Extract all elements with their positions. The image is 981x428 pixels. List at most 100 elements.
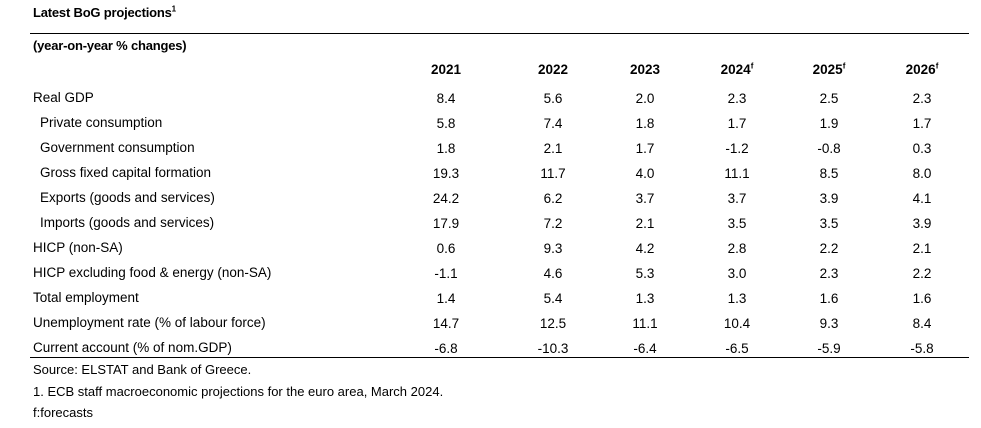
title-footnote-marker: 1: [171, 4, 176, 14]
table-cell: 8.4: [912, 316, 932, 331]
table-cell: 1.6: [819, 291, 839, 306]
table-cell: 2.8: [727, 241, 747, 256]
table-cell: 2.2: [912, 266, 932, 281]
row-label: Unemployment rate (% of labour force): [33, 315, 266, 330]
table-cell: 2.0: [635, 91, 655, 106]
table-cell: 9.3: [819, 316, 839, 331]
table-cell: -6.4: [633, 341, 657, 356]
table-cell: 7.2: [543, 216, 563, 231]
row-label: Current account (% of nom.GDP): [33, 340, 232, 355]
table-cell: 11.1: [632, 316, 658, 331]
table-cell: 6.2: [543, 191, 563, 206]
table-cell: 3.9: [912, 216, 932, 231]
table-cell: 11.7: [540, 166, 566, 181]
table-cell: -6.8: [434, 341, 458, 356]
table-cell: 2.2: [819, 241, 839, 256]
row-label: Imports (goods and services): [40, 215, 215, 230]
table-cell: 5.8: [436, 116, 456, 131]
table-cell: 4.6: [543, 266, 563, 281]
column-header-label: 2026: [905, 62, 936, 77]
table-cell: 2.3: [912, 91, 932, 106]
table-cell: -1.1: [434, 266, 458, 281]
row-label: HICP excluding food & energy (non-SA): [33, 265, 272, 280]
table-subtitle: (year-on-year % changes): [33, 38, 187, 53]
table-cell: 8.4: [436, 91, 456, 106]
table-cell: 17.9: [432, 216, 460, 231]
row-label: Government consumption: [40, 140, 195, 155]
table-cell: 8.5: [819, 166, 839, 181]
table-cell: 7.4: [543, 116, 563, 131]
column-header-forecast-marker: f: [842, 61, 846, 71]
row-label: HICP (non-SA): [33, 240, 123, 255]
table-cell: 5.6: [543, 91, 563, 106]
table-cell: 0.3: [912, 141, 932, 156]
table-cell: -5.8: [910, 341, 934, 356]
column-header-2021: 2021: [406, 62, 486, 77]
table-cell: 1.6: [912, 291, 932, 306]
row-label: Total employment: [33, 290, 139, 305]
table-cell: 9.3: [543, 241, 563, 256]
forecast-note: f:forecasts: [33, 405, 93, 420]
column-header-label: 2024: [720, 62, 751, 77]
table-cell: 2.5: [819, 91, 839, 106]
bottom-rule: [30, 357, 969, 358]
table-cell: 4.0: [635, 166, 655, 181]
table-cell: 3.5: [727, 216, 747, 231]
table-cell: 4.1: [912, 191, 932, 206]
row-label: Real GDP: [33, 90, 94, 105]
table-cell: 1.7: [912, 116, 932, 131]
table-cell: 11.1: [724, 166, 750, 181]
table-cell: 8.0: [912, 166, 932, 181]
source-note: Source: ELSTAT and Bank of Greece.: [33, 362, 252, 377]
table-cell: 1.3: [727, 291, 747, 306]
table-cell: 0.6: [436, 241, 456, 256]
column-header-label: 2022: [537, 62, 569, 77]
table-cell: 2.1: [912, 241, 932, 256]
table-cell: -1.2: [725, 141, 749, 156]
row-label: Exports (goods and services): [40, 190, 215, 205]
table-cell: 3.9: [819, 191, 839, 206]
table-cell: 19.3: [432, 166, 460, 181]
table-cell: 1.7: [727, 116, 747, 131]
column-header-2024: 2024f: [697, 62, 777, 77]
row-label: Gross fixed capital formation: [40, 165, 212, 180]
table-cell: 2.1: [543, 141, 563, 156]
table-cell: -10.3: [537, 341, 569, 356]
column-header-2022: 2022: [513, 62, 593, 77]
table-cell: 3.7: [635, 191, 655, 206]
table-title-text: Latest BoG projections: [33, 5, 172, 20]
table-cell: 4.2: [635, 241, 655, 256]
table-cell: 14.7: [432, 316, 460, 331]
column-header-2026: 2026f: [882, 62, 962, 77]
column-header-forecast-marker: f: [750, 61, 754, 71]
column-header-forecast-marker: f: [935, 61, 939, 71]
table-cell: 2.1: [635, 216, 655, 231]
table-cell: 2.3: [819, 266, 839, 281]
row-label: Private consumption: [40, 115, 163, 130]
table-cell: 1.8: [436, 141, 456, 156]
table-cell: 5.3: [635, 266, 655, 281]
footnote-1: 1. ECB staff macroeconomic projections f…: [33, 384, 444, 399]
column-header-label: 2025: [812, 62, 843, 77]
table-cell: 3.5: [819, 216, 839, 231]
table-cell: 1.4: [436, 291, 456, 306]
table-cell: 1.9: [819, 116, 839, 131]
table-title: Latest BoG projections1: [33, 5, 176, 20]
table-cell: 1.8: [635, 116, 655, 131]
column-header-label: 2023: [629, 62, 661, 77]
table-cell: 2.3: [727, 91, 747, 106]
table-cell: 3.7: [727, 191, 747, 206]
column-header-2023: 2023: [605, 62, 685, 77]
table-cell: 1.7: [635, 141, 655, 156]
table-cell: 12.5: [539, 316, 567, 331]
table-cell: 5.4: [543, 291, 563, 306]
top-rule: [30, 33, 969, 34]
column-header-label: 2021: [430, 62, 462, 77]
table-cell: -6.5: [725, 341, 749, 356]
table-cell: 10.4: [723, 316, 751, 331]
table-cell: 24.2: [432, 191, 460, 206]
column-header-2025: 2025f: [789, 62, 869, 77]
table-cell: 3.0: [727, 266, 747, 281]
table-cell: -5.9: [817, 341, 841, 356]
table-cell: -0.8: [817, 141, 841, 156]
